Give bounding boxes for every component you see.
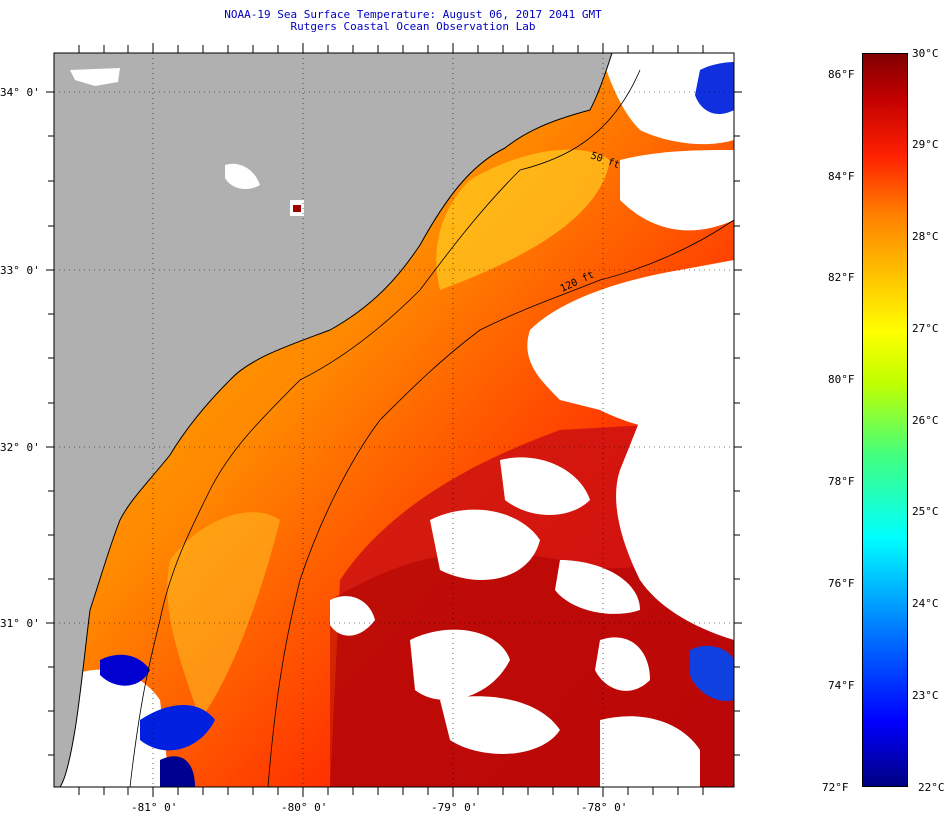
cold-patch-sw-3 — [160, 756, 195, 787]
cold-patch-ne — [695, 62, 734, 115]
shelf-cool-band-south — [167, 512, 280, 720]
legend-c-30: 30°C — [912, 47, 939, 60]
cold-patch-se — [690, 645, 734, 701]
legend-c-25: 25°C — [912, 505, 939, 518]
cloud-south-2 — [440, 696, 560, 754]
legend-c-29: 29°C — [912, 138, 939, 151]
lon-label-80: -80° 0' — [281, 801, 328, 814]
lon-label-79: -79° 0' — [431, 801, 478, 814]
inland-lake-2 — [225, 163, 260, 190]
legend-c-22: 22°C — [918, 781, 944, 794]
cloud-mid-2 — [500, 457, 590, 515]
cloud-east — [527, 260, 734, 431]
cloud-se — [595, 637, 650, 691]
lat-label-34: 34° 0' — [0, 86, 40, 99]
cloud-east-2 — [616, 410, 734, 640]
legend-c-28: 28°C — [912, 230, 939, 243]
cloud-small — [330, 596, 375, 636]
cold-patch-sw — [100, 654, 150, 686]
legend-c-27: 27°C — [912, 322, 939, 335]
lat-label-31: 31° 0' — [0, 617, 40, 630]
legend-f-84: 84°F — [828, 170, 855, 183]
legend-f-72: 72°F — [822, 781, 849, 794]
legend-f-78: 78°F — [828, 475, 855, 488]
contour-120ft — [267, 219, 734, 787]
grid — [54, 53, 734, 787]
cloud-sse — [600, 716, 700, 787]
lat-label-32: 32° 0' — [0, 441, 40, 454]
title-line-2: Rutgers Coastal Ocean Observation Lab — [290, 20, 536, 33]
contour-50ft — [129, 69, 641, 787]
cloud-sw — [54, 669, 170, 787]
legend-c-24: 24°C — [912, 597, 939, 610]
legend-c-26: 26°C — [912, 414, 939, 427]
coastline — [59, 53, 613, 787]
inland-lake-1 — [70, 68, 120, 86]
legend-f-82: 82°F — [828, 271, 855, 284]
legend-c-23: 23°C — [912, 689, 939, 702]
title-line-1: NOAA-19 Sea Surface Temperature: August … — [224, 8, 602, 21]
cloud-mid-3 — [555, 560, 640, 614]
legend-f-76: 76°F — [828, 577, 855, 590]
colorbar — [862, 53, 908, 787]
legend-f-74: 74°F — [828, 679, 855, 692]
cloud-mid — [430, 509, 540, 580]
cloud-ne-2 — [620, 150, 734, 231]
lon-label-78: -78° 0' — [581, 801, 628, 814]
lon-label-81: -81° 0' — [131, 801, 178, 814]
legend-f-80: 80°F — [828, 373, 855, 386]
cold-patch-sw-2 — [140, 705, 215, 751]
cloud-south — [410, 629, 510, 700]
inland-warm-pixel — [293, 205, 301, 212]
lat-label-33: 33° 0' — [0, 264, 40, 277]
tick-marks — [46, 43, 742, 797]
map-frame — [53, 52, 735, 788]
shelf-cool-band — [436, 149, 610, 290]
land-mass — [54, 53, 612, 787]
legend-f-86: 86°F — [828, 68, 855, 81]
